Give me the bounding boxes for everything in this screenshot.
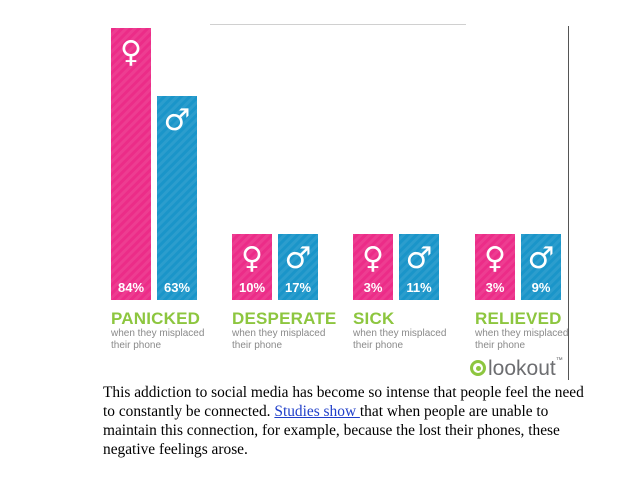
gender-symbol-icon: ♀ bbox=[362, 241, 384, 276]
chart-area: ♀ 84% ♂ 63% ♀ 10% ♂ 17% ♀ 3% ♂ 11% ♀ 3% ♂ 9% PANICKED wh… bbox=[111, 24, 569, 381]
value-label: 11% bbox=[406, 280, 432, 295]
bar-chart: ♀ 84% ♂ 63% ♀ 10% ♂ 17% ♀ 3% ♂ 11% ♀ 3% ♂ 9% bbox=[111, 28, 561, 300]
bar-texture bbox=[475, 234, 515, 300]
bar-texture bbox=[278, 234, 318, 300]
gender-symbol-icon: ♀ bbox=[120, 35, 142, 70]
bar-sick-0: ♀ 3% bbox=[353, 234, 393, 300]
bar-texture bbox=[157, 96, 197, 300]
bar-texture bbox=[521, 234, 561, 300]
category-subtitle: when they misplaced their phone bbox=[232, 328, 326, 351]
gender-symbol-icon: ♂ bbox=[285, 241, 312, 276]
value-label: 63% bbox=[164, 280, 190, 295]
right-rule bbox=[568, 26, 569, 380]
logo-tm: ™ bbox=[555, 357, 563, 364]
bar-texture bbox=[111, 28, 151, 300]
category-label-desperate: DESPERATE bbox=[232, 309, 337, 328]
gender-symbol-icon: ♂ bbox=[528, 241, 555, 276]
bar-texture bbox=[232, 234, 272, 300]
category-subtitle: when they misplaced their phone bbox=[353, 328, 447, 351]
gender-symbol-icon: ♂ bbox=[164, 103, 191, 138]
gender-symbol-icon: ♀ bbox=[241, 241, 263, 276]
category-label-panicked: PANICKED bbox=[111, 309, 201, 328]
category-label-relieved: RELIEVED bbox=[475, 309, 562, 328]
value-label: 17% bbox=[285, 280, 311, 295]
bar-panicked-0: ♀ 84% bbox=[111, 28, 151, 300]
bar-relieved-0: ♀ 3% bbox=[475, 234, 515, 300]
gender-symbol-icon: ♂ bbox=[406, 241, 433, 276]
value-label: 9% bbox=[532, 280, 551, 295]
category-label-sick: SICK bbox=[353, 309, 395, 328]
bar-panicked-1: ♂ 63% bbox=[157, 96, 197, 300]
caption-before: This addiction to social media has becom… bbox=[103, 384, 584, 420]
bar-relieved-1: ♂ 9% bbox=[521, 234, 561, 300]
bar-sick-1: ♂ 11% bbox=[399, 234, 439, 300]
value-label: 10% bbox=[239, 280, 265, 295]
lookout-logo: lookout™ bbox=[470, 357, 563, 381]
gender-symbol-icon: ♀ bbox=[484, 241, 506, 276]
bar-texture bbox=[353, 234, 393, 300]
category-subtitle: when they misplaced their phone bbox=[111, 328, 205, 351]
category-subtitle: when they misplaced their phone bbox=[475, 328, 569, 351]
value-label: 84% bbox=[118, 280, 144, 295]
value-label: 3% bbox=[486, 280, 505, 295]
bar-desperate-0: ♀ 10% bbox=[232, 234, 272, 300]
studies-show-link[interactable]: Studies show bbox=[274, 403, 360, 420]
caption-paragraph: This addiction to social media has becom… bbox=[103, 383, 593, 459]
value-label: 3% bbox=[364, 280, 383, 295]
caption-after: that when people are unable to maintain … bbox=[103, 403, 560, 458]
bar-desperate-1: ♂ 17% bbox=[278, 234, 318, 300]
lookout-shield-icon bbox=[470, 360, 486, 376]
logo-text: lookout bbox=[488, 357, 556, 380]
bar-texture bbox=[399, 234, 439, 300]
top-rule bbox=[210, 24, 466, 25]
